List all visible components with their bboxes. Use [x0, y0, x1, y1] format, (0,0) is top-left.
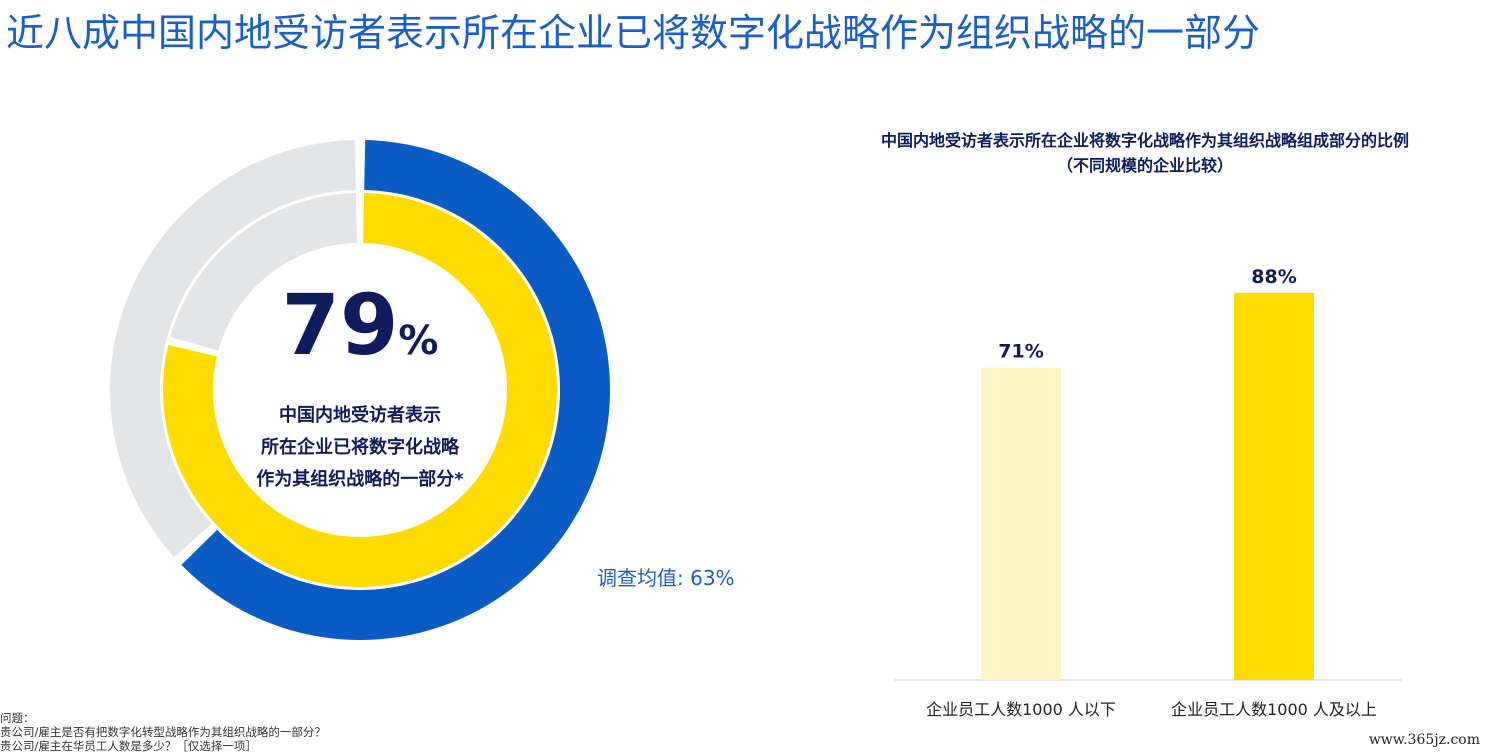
bar-chart: 71% 企业员工人数1000 人以下 88% 企业员工人数1000 人及以上 [894, 266, 1402, 719]
footnote-line: 贵公司/雇主是否有把数字化转型战略作为其组织战略的一部分？ [0, 725, 326, 739]
bar-category-label: 企业员工人数1000 人及以上 [1171, 700, 1377, 719]
donut-hole [216, 246, 504, 534]
bar-chart-subtitle-line: （不同规模的企业比较） [1056, 156, 1233, 175]
donut-ring-1-value-arc [181, 140, 610, 641]
donut-center-unit: % [398, 318, 439, 364]
bar-category-label: 企业员工人数1000 人以下 [926, 700, 1116, 719]
bar-data-label: 71% [998, 341, 1043, 363]
donut-center-label: 79% 中国内地受访者表示 所在企业已将数字化战略 作为其组织战略的一部分* [210, 280, 510, 496]
donut-center-caption: 中国内地受访者表示 所在企业已将数字化战略 作为其组织战略的一部分* [210, 400, 510, 496]
donut-caption-line: 中国内地受访者表示 [279, 405, 441, 426]
footnote-line: 问题： [0, 711, 35, 725]
donut-ring-2-remainder-arc [170, 193, 357, 351]
donut-center-number: 79 [281, 276, 399, 374]
bar-data-label: 88% [1251, 266, 1296, 288]
donut-chart [110, 140, 610, 641]
footnote-line: 贵公司/雇主在华员工人数是多少？［仅选择一项］ [0, 739, 257, 753]
donut-ring-1-remainder-arc [110, 140, 356, 558]
donut-caption-line: 所在企业已将数字化战略 [261, 437, 459, 458]
footnote: 问题： 贵公司/雇主是否有把数字化转型战略作为其组织战略的一部分？ 贵公司/雇主… [0, 711, 520, 753]
page-title: 近八成中国内地受访者表示所在企业已将数字化战略作为组织战略的一部分 [6, 11, 1261, 55]
bar-2 [1234, 292, 1314, 680]
donut-center-value: 79% [210, 280, 510, 394]
survey-average-annotation: 调查均值: 63% [597, 566, 735, 590]
donut-caption-line: 作为其组织战略的一部分* [256, 469, 464, 490]
bar-1 [981, 367, 1061, 680]
bar-chart-title: 中国内地受访者表示所在企业将数字化战略作为其组织战略组成部分的比例 （不同规模的… [820, 128, 1470, 178]
watermark: www.365jz.com [1368, 732, 1480, 748]
bar-chart-title-line: 中国内地受访者表示所在企业将数字化战略作为其组织战略组成部分的比例 [880, 131, 1409, 150]
